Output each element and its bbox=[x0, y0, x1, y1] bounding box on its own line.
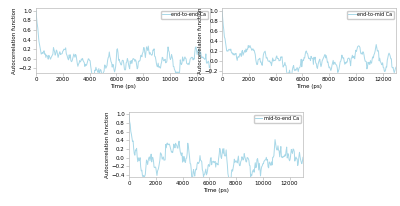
Y-axis label: Autocorrelation function: Autocorrelation function bbox=[105, 111, 110, 178]
Y-axis label: Autocorrelation function: Autocorrelation function bbox=[12, 7, 17, 74]
Legend: end-to-mid Ca: end-to-mid Ca bbox=[347, 11, 394, 19]
X-axis label: Time (ps): Time (ps) bbox=[203, 188, 229, 193]
Legend: end-to-end Ca: end-to-end Ca bbox=[161, 11, 208, 19]
Y-axis label: Autocorrelation function: Autocorrelation function bbox=[198, 7, 203, 74]
X-axis label: Time (ps): Time (ps) bbox=[110, 84, 136, 89]
X-axis label: Time (ps): Time (ps) bbox=[296, 84, 322, 89]
Legend: mid-to-end Ca: mid-to-end Ca bbox=[254, 115, 300, 123]
